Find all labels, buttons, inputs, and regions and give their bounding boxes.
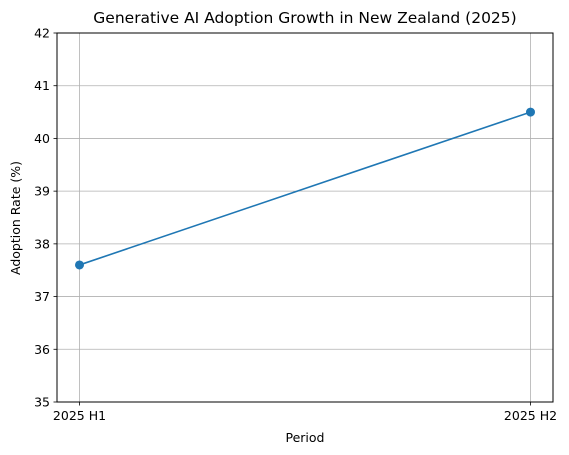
y-tick-label: 36 xyxy=(34,342,50,357)
series-line xyxy=(79,111,531,266)
axis-ticks: 35 36 37 38 39 40 41 42 2025 H1 2025 H2 xyxy=(34,26,557,424)
series xyxy=(75,107,535,270)
plot-frame xyxy=(56,32,554,403)
y-tick-label: 37 xyxy=(34,289,50,304)
y-tick-label: 41 xyxy=(34,78,50,93)
chart-title: Generative AI Adoption Growth in New Zea… xyxy=(93,9,516,27)
y-tick-label: 38 xyxy=(34,236,50,251)
y-tick-label: 40 xyxy=(34,131,50,146)
data-point xyxy=(75,260,84,270)
data-point xyxy=(526,107,535,117)
y-tick-label: 35 xyxy=(34,395,50,410)
y-axis-label: Adoption Rate (%) xyxy=(8,161,23,275)
x-tick-label: 2025 H2 xyxy=(504,408,557,423)
x-axis-label: Period xyxy=(286,430,325,445)
y-tick-label: 39 xyxy=(34,184,50,199)
x-tick-label: 2025 H1 xyxy=(53,408,106,423)
grid-lines xyxy=(57,32,553,403)
y-tick-label: 42 xyxy=(34,26,50,41)
